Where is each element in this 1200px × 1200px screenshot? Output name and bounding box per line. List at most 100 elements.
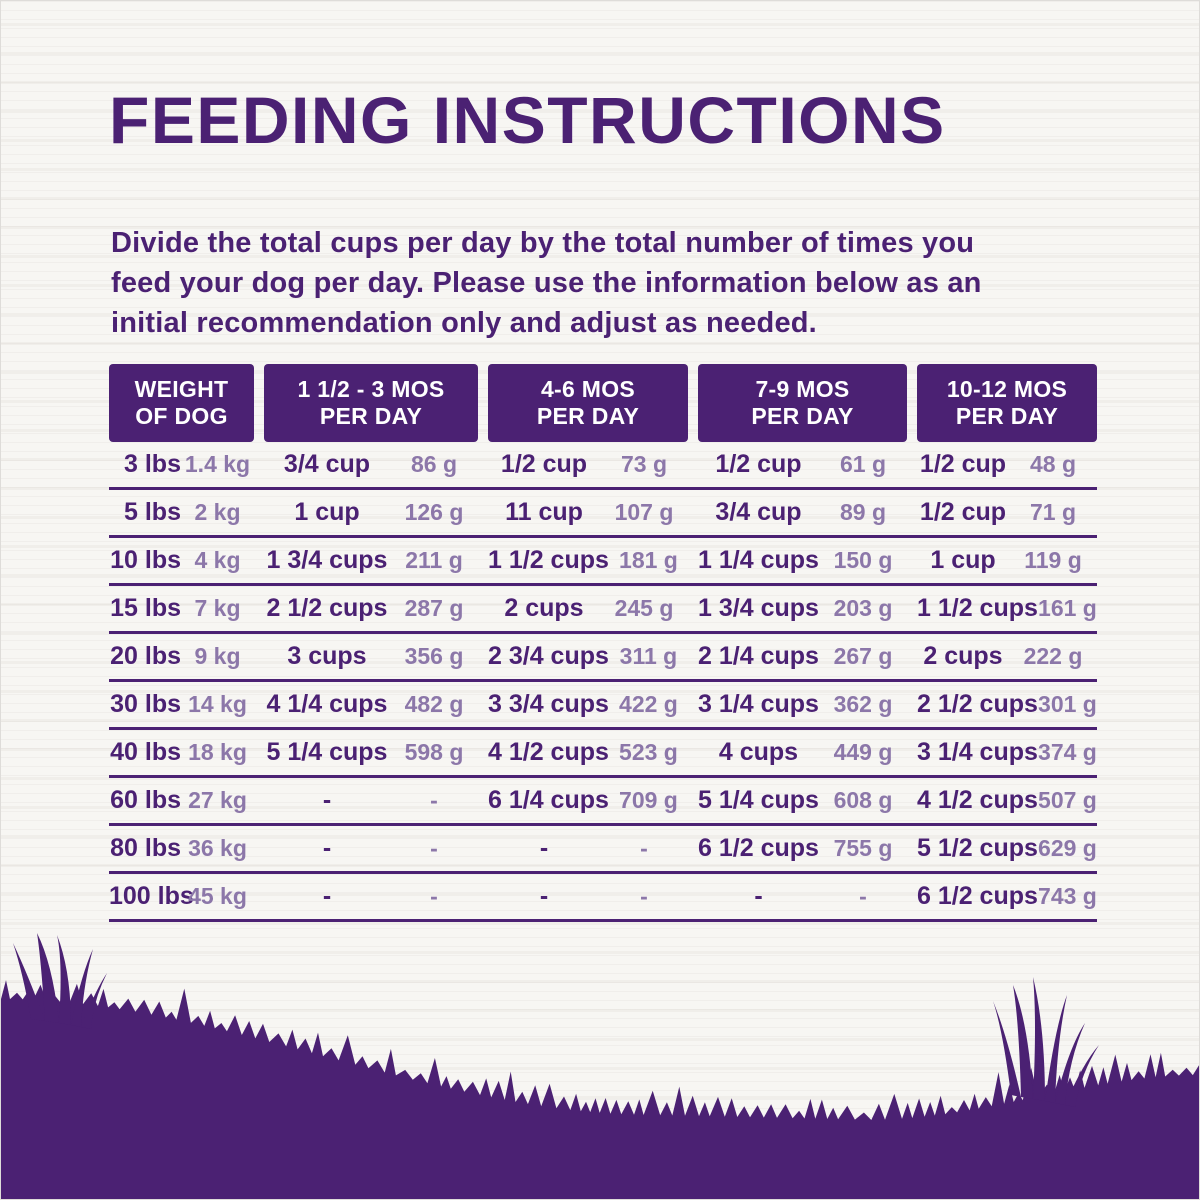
header-4-6-mos: 4-6 MOS PER DAY bbox=[488, 364, 688, 442]
amount-cell: 2 1/4 cups 267 g bbox=[698, 642, 907, 671]
amount-cell: -- bbox=[488, 882, 688, 911]
cups-value: 4 1/2 cups bbox=[488, 738, 609, 766]
grass-blade bbox=[1013, 985, 1033, 1099]
header-weight-of-dog: WEIGHT OF DOG bbox=[109, 364, 254, 442]
feeding-table: WEIGHT OF DOG 1 1/2 - 3 MOS PER DAY 4-6 … bbox=[109, 364, 1097, 922]
header-line: PER DAY bbox=[955, 403, 1059, 429]
cups-value: 5 1/4 cups bbox=[266, 738, 388, 766]
grams-value: 119 g bbox=[1024, 547, 1082, 573]
weight-kg: 36 kg bbox=[188, 835, 247, 861]
header-line: WEIGHT bbox=[134, 376, 229, 402]
header-line: 7-9 MOS bbox=[755, 376, 850, 402]
page-title: FEEDING INSTRUCTIONS bbox=[109, 83, 946, 157]
right-grass-tuft bbox=[993, 977, 1099, 1107]
amount-cell: 1/2 cup 73 g bbox=[488, 450, 688, 479]
cups-value: 1/2 cup bbox=[715, 450, 802, 478]
grams-value: 362 g bbox=[833, 691, 893, 717]
amount-cell: 1 1/4 cups 150 g bbox=[698, 546, 907, 575]
cups-value: 2 cups bbox=[923, 642, 1003, 670]
cups-value: 6 1/4 cups bbox=[488, 786, 609, 814]
amount-cell: -- bbox=[698, 882, 907, 911]
grass-blade bbox=[1033, 977, 1045, 1101]
cups-value: 3 3/4 cups bbox=[488, 690, 609, 718]
weight-kg: 9 kg bbox=[194, 643, 241, 669]
weight-kg: 18 kg bbox=[188, 739, 247, 765]
header-line: PER DAY bbox=[536, 403, 640, 429]
amount-cell: 2 cups 222 g bbox=[917, 642, 1097, 671]
table-header-row: WEIGHT OF DOG 1 1/2 - 3 MOS PER DAY 4-6 … bbox=[109, 364, 1097, 442]
grams-value: 301 g bbox=[1038, 691, 1097, 717]
grass-blade bbox=[1065, 1045, 1099, 1107]
cups-value: 1/2 cup bbox=[919, 498, 1007, 526]
cups-value: 1 3/4 cups bbox=[266, 546, 388, 574]
weight-kg: 1.4 kg bbox=[184, 451, 251, 477]
cups-value: 11 cup bbox=[505, 498, 583, 526]
grams-value: 356 g bbox=[404, 643, 464, 669]
amount-cell: 1 cup 119 g bbox=[917, 546, 1097, 575]
weight-kg: 14 kg bbox=[188, 691, 247, 717]
weight-lbs: 80 lbs bbox=[110, 834, 181, 862]
intro-text: Divide the total cups per day by the tot… bbox=[111, 223, 982, 343]
header-line: 4-6 MOS bbox=[540, 376, 636, 402]
weight-lbs: 3 lbs bbox=[124, 450, 181, 478]
cups-value: 2 1/2 cups bbox=[917, 690, 1038, 718]
cups-value: - bbox=[322, 882, 332, 910]
table-row: 30 lbs 14 kg 4 1/4 cups 482 g 3 3/4 cups 422 … bbox=[109, 682, 1097, 730]
grams-value: 449 g bbox=[833, 739, 893, 765]
grams-value: - bbox=[640, 883, 648, 909]
table-body: 3 lbs 1.4 kg 3/4 cup 86 g 1/2 cup 73 g 1/2 cup… bbox=[109, 442, 1097, 922]
weight-cell: 20 lbs 9 kg bbox=[109, 642, 254, 671]
grams-value: 211 g bbox=[405, 547, 463, 573]
grams-value: 374 g bbox=[1038, 739, 1097, 765]
cups-value: 1 cup bbox=[930, 546, 996, 574]
amount-cell: 1 1/2 cups 161 g bbox=[917, 594, 1097, 623]
grams-value: 598 g bbox=[404, 739, 464, 765]
table-row: 15 lbs 7 kg 2 1/2 cups 287 g 2 cups 245 g 1 3/… bbox=[109, 586, 1097, 634]
intro-line-1: Divide the total cups per day by the tot… bbox=[111, 227, 975, 259]
grams-value: 267 g bbox=[833, 643, 893, 669]
weight-cell: 60 lbs 27 kg bbox=[109, 786, 254, 815]
amount-cell: 6 1/2 cups 743 g bbox=[917, 882, 1097, 911]
grass-blade bbox=[81, 973, 107, 1029]
header-line: 1 1/2 - 3 MOS bbox=[297, 376, 445, 402]
left-grass-tuft bbox=[13, 933, 107, 1029]
grams-value: 482 g bbox=[404, 691, 464, 717]
cups-value: 6 1/2 cups bbox=[917, 882, 1038, 910]
weight-lbs: 20 lbs bbox=[110, 642, 181, 670]
weight-cell: 100 lbs 45 kg bbox=[109, 882, 254, 911]
cups-value: 6 1/2 cups bbox=[698, 834, 819, 862]
grams-value: - bbox=[640, 835, 648, 861]
weight-cell: 5 lbs 2 kg bbox=[109, 498, 254, 527]
amount-cell: 1/2 cup 71 g bbox=[917, 498, 1097, 527]
cups-value: 4 1/4 cups bbox=[266, 690, 388, 718]
cups-value: 4 1/2 cups bbox=[917, 786, 1038, 814]
amount-cell: 3 3/4 cups 422 g bbox=[488, 690, 688, 719]
grass-silhouette bbox=[1, 933, 1199, 1199]
grams-value: 181 g bbox=[619, 547, 678, 573]
cups-value: 5 1/4 cups bbox=[698, 786, 819, 814]
weight-cell: 10 lbs 4 kg bbox=[109, 546, 254, 575]
grams-value: 709 g bbox=[619, 787, 678, 813]
grams-value: 422 g bbox=[619, 691, 678, 717]
cups-value: - bbox=[322, 786, 332, 814]
weight-lbs: 40 lbs bbox=[110, 738, 181, 766]
amount-cell: 2 1/2 cups 287 g bbox=[264, 594, 478, 623]
amount-cell: 1 cup 126 g bbox=[264, 498, 478, 527]
amount-cell: 1/2 cup 61 g bbox=[698, 450, 907, 479]
grams-value: 161 g bbox=[1038, 595, 1097, 621]
amount-cell: 2 cups 245 g bbox=[488, 594, 688, 623]
intro-line-3: initial recommendation only and adjust a… bbox=[111, 307, 817, 339]
weight-kg: 27 kg bbox=[188, 787, 247, 813]
header-line: OF DOG bbox=[135, 403, 228, 429]
table-row: 5 lbs 2 kg 1 cup 126 g 11 cup 107 g 3/4 cup 89 … bbox=[109, 490, 1097, 538]
grams-value: 61 g bbox=[839, 451, 887, 477]
cups-value: - bbox=[539, 882, 549, 910]
cups-value: - bbox=[539, 834, 549, 862]
weight-kg: 45 kg bbox=[188, 883, 247, 909]
grams-value: 608 g bbox=[833, 787, 893, 813]
weight-lbs: 15 lbs bbox=[110, 594, 181, 622]
grams-value: 743 g bbox=[1038, 883, 1097, 909]
grams-value: 150 g bbox=[833, 547, 893, 573]
